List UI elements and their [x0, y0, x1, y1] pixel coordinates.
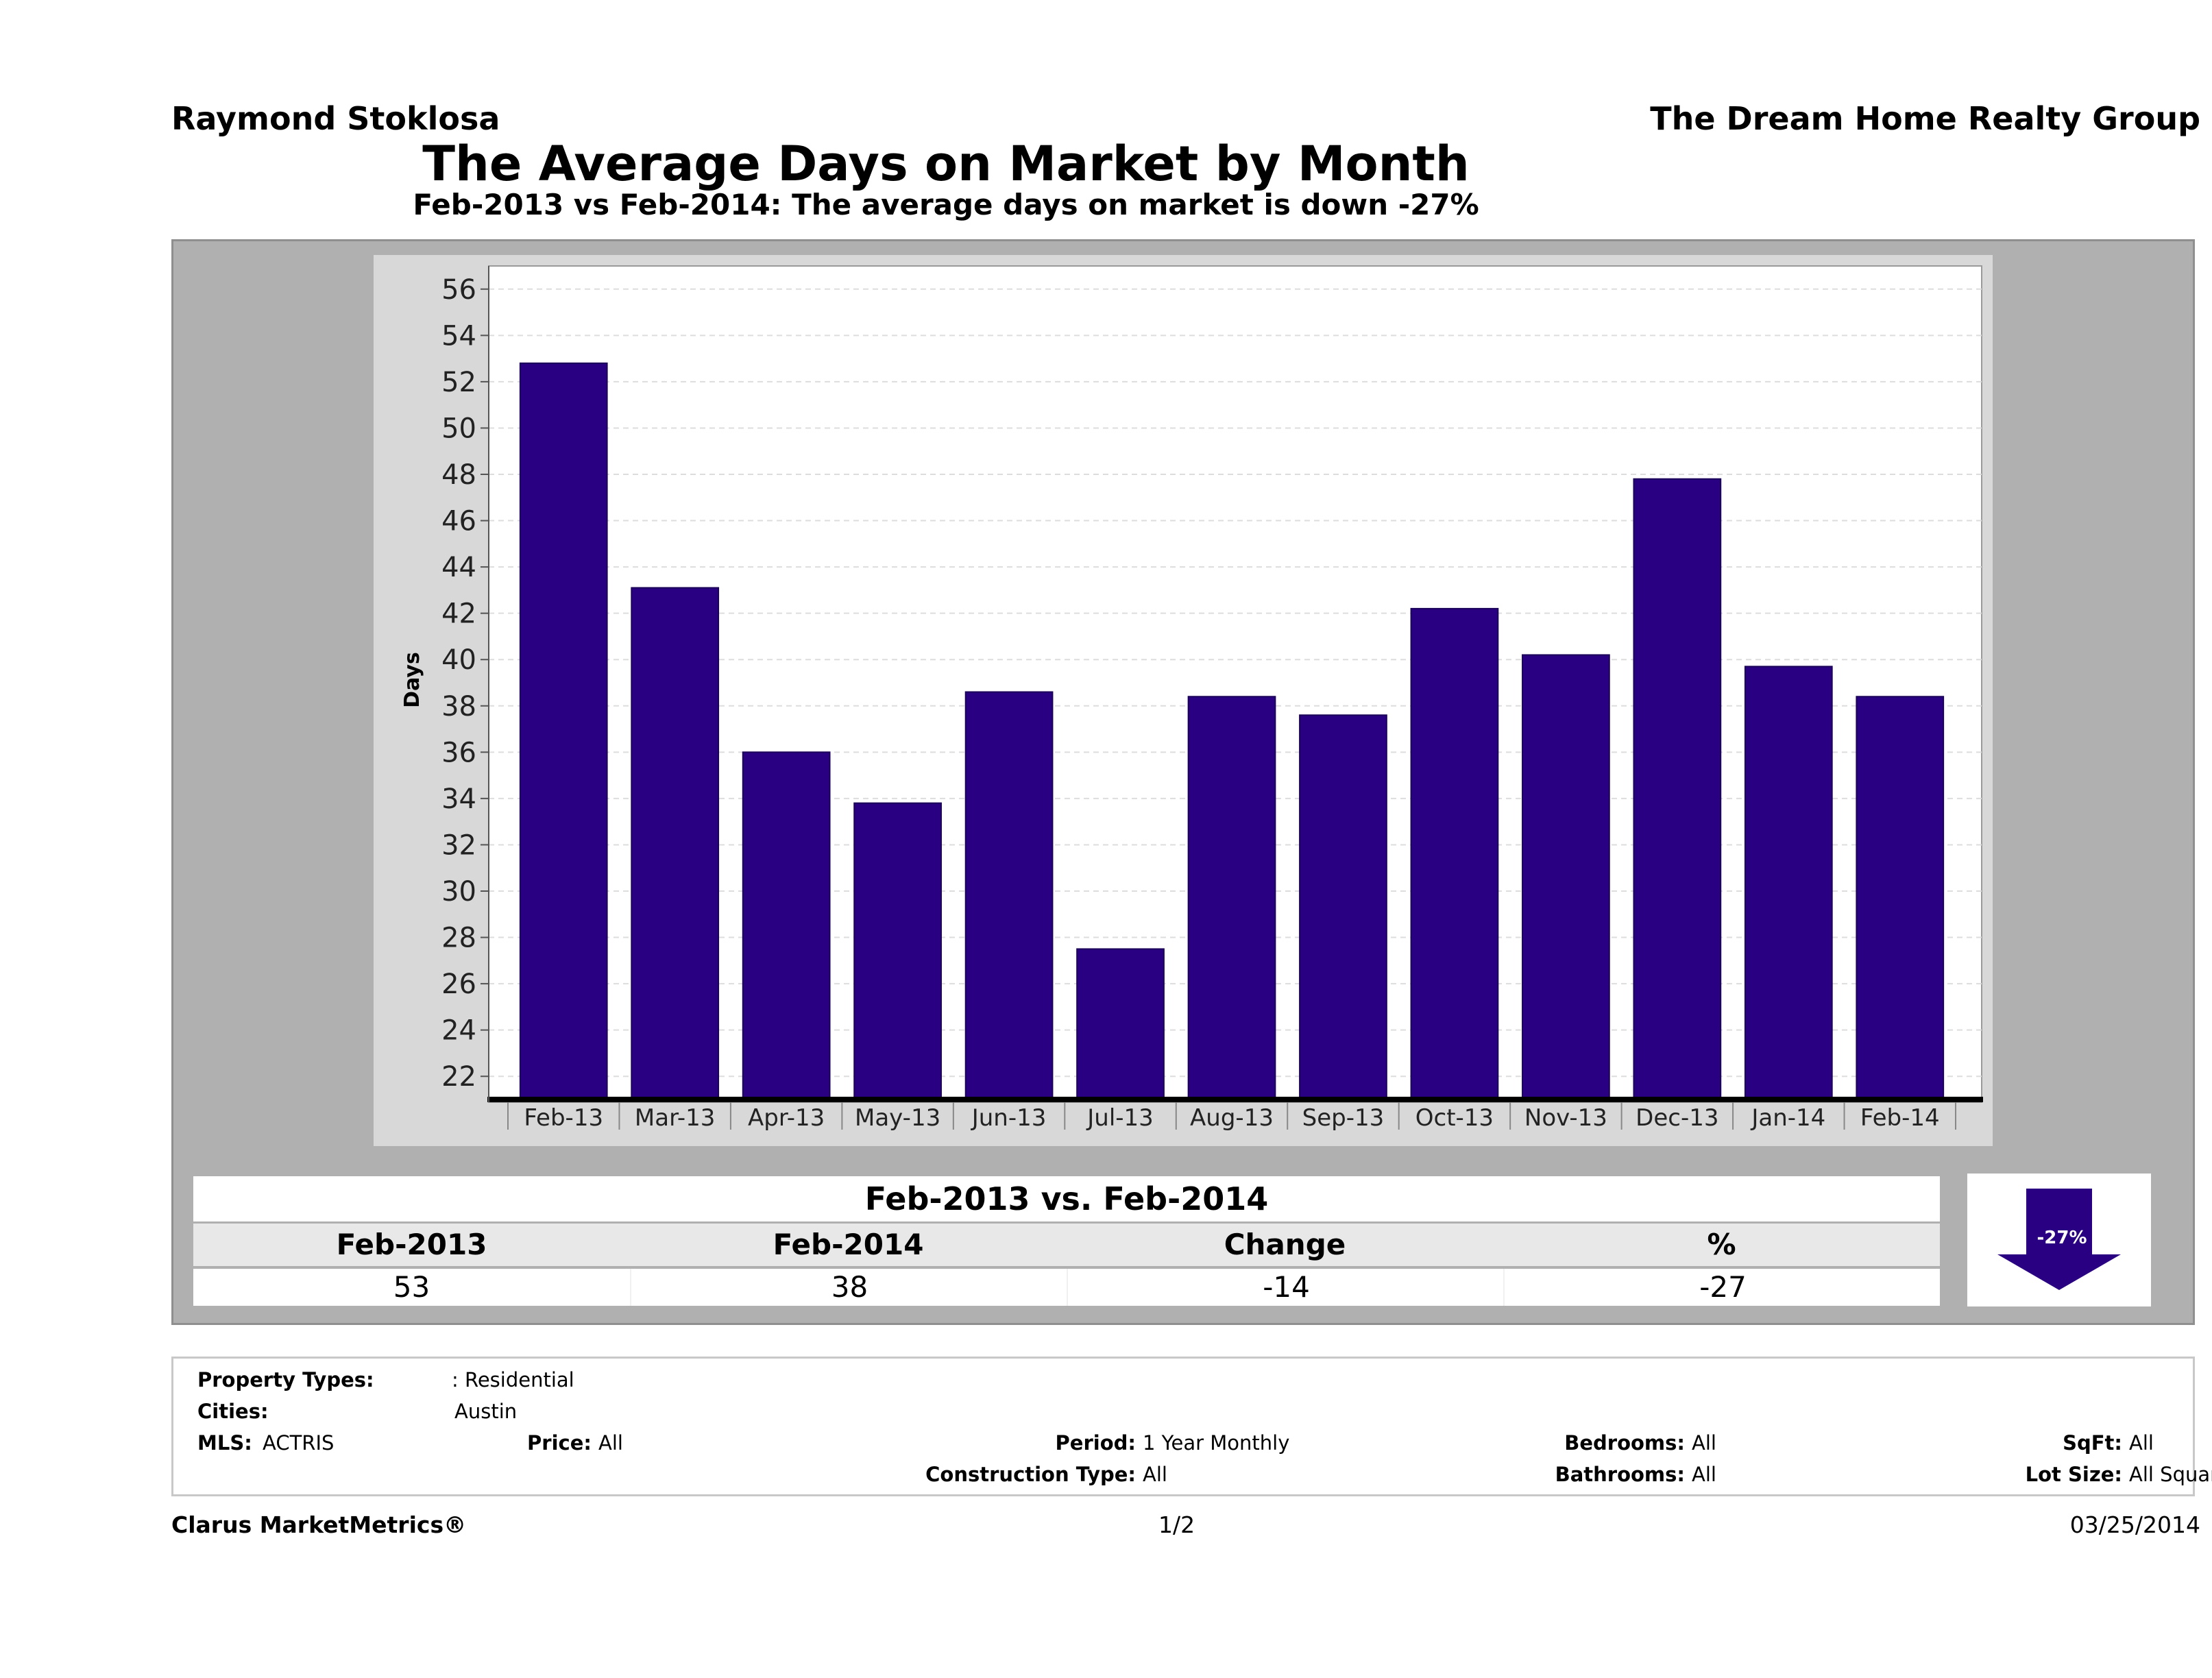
bar-feb-14 — [1856, 696, 1945, 1100]
col-feb-2013-header: Feb-2013 — [336, 1228, 487, 1261]
y-tick-label: 34 — [441, 783, 476, 815]
company-name: The Dream Home Realty Group — [1650, 100, 2200, 137]
chart-panel: 22 24 26 28 30 32 34 36 38 40 42 44 46 48 50 52 54 56 Feb… — [171, 239, 2195, 1325]
bar-mar-13 — [631, 587, 720, 1100]
y-tick-label: 56 — [441, 274, 476, 306]
cities-label: Cities: — [197, 1400, 269, 1423]
col-change-header: Change — [1224, 1228, 1346, 1261]
bar-jan-14 — [1744, 666, 1833, 1100]
x-tick-label: Sep-13 — [1302, 1104, 1385, 1132]
bar-apr-13 — [742, 751, 831, 1100]
y-tick-label: 28 — [441, 923, 476, 954]
report-date: 03/25/2014 — [2069, 1511, 2200, 1538]
x-tick-label: Jul-13 — [1086, 1104, 1154, 1132]
bar-sep-13 — [1299, 714, 1387, 1100]
x-tick-label: Mar-13 — [635, 1104, 716, 1132]
trend-badge: -27% — [1967, 1174, 2151, 1306]
x-tick-label: Oct-13 — [1415, 1104, 1494, 1132]
y-tick-label: 26 — [441, 969, 476, 1000]
lot-size-value: All Square Footage — [2129, 1463, 2212, 1486]
bar-feb-13 — [519, 362, 608, 1100]
bathrooms-label: Bathrooms: — [1555, 1463, 1685, 1486]
col-percent-header: % — [1707, 1228, 1736, 1261]
comparison-title: Feb-2013 vs. Feb-2014 — [193, 1176, 1940, 1221]
construction-type-label: Construction Type: — [925, 1463, 1136, 1486]
bathrooms-value: All — [1692, 1463, 1716, 1486]
y-tick-label: 54 — [441, 320, 476, 352]
mls-label: MLS: — [197, 1431, 252, 1455]
period-label: Period: — [1055, 1431, 1136, 1455]
lot-size-label: Lot Size: — [2025, 1463, 2122, 1486]
footer-brand: Clarus MarketMetrics® — [171, 1511, 467, 1538]
construction-type-value: All — [1143, 1463, 1167, 1486]
bar-jun-13 — [964, 691, 1054, 1100]
chart-subtitle: Feb-2013 vs Feb-2014: The average days o… — [413, 188, 1479, 221]
bar-aug-13 — [1187, 696, 1276, 1100]
value-percent: -27 — [1503, 1269, 1941, 1306]
agent-name: Raymond Stoklosa — [171, 100, 500, 137]
price-label: Price: — [527, 1431, 592, 1455]
bedrooms-label: Bedrooms: — [1564, 1431, 1685, 1455]
sqft-value: All — [2129, 1431, 2154, 1455]
x-tick-label: Feb-13 — [524, 1104, 603, 1132]
x-tick-label: May-13 — [855, 1104, 940, 1132]
y-tick-label: 46 — [441, 506, 476, 537]
y-tick-label: 30 — [441, 876, 476, 908]
y-tick-label: 50 — [441, 413, 476, 444]
bar-chart: 22 24 26 28 30 32 34 36 38 40 42 44 46 48 50 52 54 56 Feb… — [374, 255, 1993, 1146]
x-tick-label: Feb-14 — [1860, 1104, 1940, 1132]
period-value: 1 Year Monthly — [1143, 1431, 1290, 1455]
search-criteria: Property Types: : Residential Cities: Au… — [171, 1357, 2212, 1496]
y-tick-label: 48 — [441, 459, 476, 491]
page-number: 1/2 — [1158, 1511, 1195, 1538]
y-tick-label: 22 — [441, 1061, 476, 1093]
y-tick-label: 52 — [441, 367, 476, 398]
bar-dec-13 — [1633, 478, 1722, 1100]
cities-value: Austin — [454, 1400, 518, 1423]
bar-may-13 — [853, 802, 942, 1101]
x-tick-label: Jan-14 — [1750, 1104, 1825, 1132]
x-tick-label: Dec-13 — [1636, 1104, 1718, 1132]
property-types-value: : Residential — [452, 1368, 574, 1391]
x-tick-label: Apr-13 — [748, 1104, 825, 1132]
bar-oct-13 — [1410, 607, 1499, 1100]
value-feb-2013: 53 — [393, 1270, 430, 1304]
y-tick-label: 32 — [441, 829, 476, 861]
x-tick-label: Aug-13 — [1190, 1104, 1274, 1132]
chart-title: The Average Days on Market by Month — [422, 136, 1470, 192]
trend-badge-label: -27% — [2037, 1228, 2087, 1248]
mls-value: ACTRIS — [263, 1431, 335, 1455]
bedrooms-value: All — [1692, 1431, 1716, 1455]
bar-nov-13 — [1522, 654, 1610, 1100]
y-tick-label: 24 — [441, 1015, 476, 1047]
y-tick-label: 40 — [441, 644, 476, 676]
y-tick-label: 36 — [441, 737, 476, 768]
comparison-values-row: 53 38 -14 -27 — [193, 1269, 1940, 1306]
y-axis-label: Days — [400, 652, 424, 708]
sqft-label: SqFt: — [2063, 1431, 2122, 1455]
x-ticks: Feb-13 Mar-13 Apr-13 May-13 Jun-13 Jul-13 Aug-… — [507, 1102, 1956, 1132]
y-tick-label: 44 — [441, 552, 476, 583]
col-feb-2014-header: Feb-2014 — [773, 1228, 924, 1261]
bars — [519, 362, 1945, 1101]
down-arrow-icon: -27% — [1997, 1189, 2121, 1290]
price-value: All — [598, 1431, 623, 1455]
bar-jul-13 — [1076, 948, 1165, 1101]
property-types-label: Property Types: — [197, 1368, 374, 1391]
x-tick-label: Nov-13 — [1524, 1104, 1607, 1132]
y-tick-label: 42 — [441, 598, 476, 630]
value-feb-2014: 38 — [630, 1269, 1068, 1306]
y-tick-label: 38 — [441, 691, 476, 722]
comparison-header-row: Feb-2013 Feb-2014 Change % — [193, 1224, 1940, 1266]
y-ticks: 22 24 26 28 30 32 34 36 38 40 42 44 46 48 50 52 54 56 — [441, 274, 489, 1093]
value-change: -14 — [1067, 1269, 1505, 1306]
x-tick-label: Jun-13 — [971, 1104, 1047, 1132]
